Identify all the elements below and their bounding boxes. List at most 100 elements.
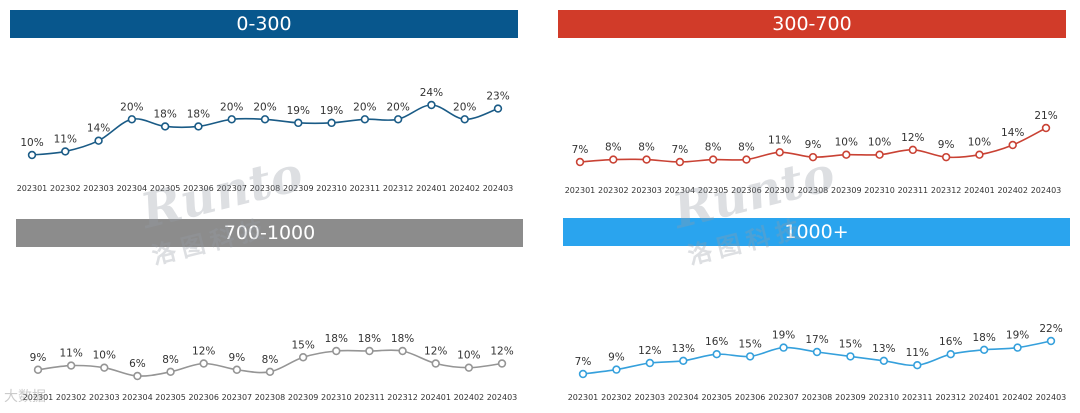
x-tick-label: 202305: [698, 186, 729, 195]
data-label: 9%: [938, 139, 955, 151]
data-point: [133, 371, 142, 381]
x-tick-label: 202310: [316, 184, 347, 193]
x-tick-label: 202402: [449, 184, 480, 193]
data-label: 18%: [187, 108, 210, 120]
data-label: 11%: [768, 134, 791, 146]
data-label: 12%: [638, 345, 661, 357]
x-tick-label: 202401: [420, 393, 451, 402]
x-tick-label: 202304: [122, 393, 153, 402]
data-label: 9%: [30, 352, 47, 364]
x-tick-label: 202303: [89, 393, 120, 402]
data-label: 16%: [705, 336, 728, 348]
data-label: 10%: [457, 350, 480, 362]
x-tick-label: 202304: [117, 184, 148, 193]
data-label: 8%: [262, 354, 279, 366]
x-tick-label: 202310: [864, 186, 895, 195]
data-label: 13%: [672, 343, 695, 355]
data-point: [27, 150, 37, 160]
data-point: [1013, 343, 1022, 352]
data-point: [645, 358, 655, 368]
chart-title-700-1000: 700-1000: [16, 219, 523, 247]
x-tick-label: 202309: [283, 184, 314, 193]
x-tick-label: 202402: [997, 186, 1028, 195]
x-tick-label: 202301: [17, 184, 48, 193]
x-tick-label: 202302: [56, 393, 87, 402]
x-tick-label: 202302: [601, 393, 632, 402]
data-label: 12%: [901, 132, 924, 144]
data-point: [979, 345, 989, 354]
data-label: 20%: [253, 101, 276, 113]
data-label: 7%: [575, 356, 592, 368]
data-point: [260, 115, 270, 124]
x-tick-label: 202306: [735, 393, 766, 402]
x-tick-label: 202311: [350, 184, 381, 193]
data-point: [298, 353, 308, 362]
data-point: [1041, 123, 1051, 133]
data-label: 15%: [738, 338, 761, 350]
data-label: 9%: [608, 352, 625, 364]
x-tick-label: 202304: [668, 393, 699, 402]
data-point: [166, 367, 175, 377]
data-label: 20%: [353, 101, 376, 113]
x-tick-label: 202311: [354, 393, 385, 402]
data-point: [1046, 336, 1056, 346]
data-label: 12%: [490, 346, 513, 358]
data-label: 20%: [453, 101, 476, 113]
data-point: [941, 152, 951, 162]
data-label: 8%: [162, 354, 179, 366]
data-point: [875, 150, 884, 159]
data-label: 16%: [939, 336, 962, 348]
x-tick-label: 202312: [387, 393, 418, 402]
line-chart-1000-plus: 7% 202301 9% 202302 12% 202303 13% 202304 16% 202…: [568, 323, 1067, 402]
data-point: [612, 365, 621, 374]
x-tick-label: 202304: [665, 186, 696, 195]
x-tick-label: 202303: [635, 393, 666, 402]
x-tick-label: 202403: [487, 393, 518, 402]
x-tick-label: 202301: [23, 393, 54, 402]
x-tick-label: 202301: [568, 393, 599, 402]
x-tick-label: 202307: [216, 184, 247, 193]
data-label: 15%: [839, 338, 862, 350]
data-point: [33, 365, 43, 374]
data-label: 10%: [20, 137, 43, 149]
data-label: 14%: [1001, 127, 1024, 139]
x-tick-label: 202403: [483, 184, 514, 193]
data-point: [232, 365, 242, 374]
data-label: 20%: [120, 101, 143, 113]
x-tick-label: 202308: [802, 393, 833, 402]
data-point: [908, 145, 918, 155]
data-label: 11%: [906, 347, 929, 359]
data-point: [842, 150, 851, 159]
data-point: [194, 122, 203, 131]
data-point: [66, 361, 76, 370]
data-label: 10%: [835, 137, 858, 149]
line-chart-0-300: 10% 202301 11% 202302 14% 202303 20% 202304 18% 2…: [17, 87, 514, 193]
data-label: 19%: [287, 105, 310, 117]
data-label: 18%: [153, 108, 176, 120]
data-label: 19%: [320, 105, 343, 117]
x-tick-label: 202403: [1036, 393, 1067, 402]
data-label: 9%: [805, 139, 822, 151]
data-label: 20%: [386, 101, 409, 113]
x-tick-label: 202309: [831, 186, 862, 195]
data-point: [609, 155, 618, 164]
x-tick-label: 202307: [768, 393, 799, 402]
x-tick-label: 202308: [250, 184, 281, 193]
data-point: [464, 363, 474, 372]
x-tick-label: 202401: [416, 184, 447, 193]
data-label: 24%: [420, 87, 443, 99]
data-point: [427, 100, 436, 110]
data-point: [61, 147, 70, 156]
data-label: 10%: [868, 137, 891, 149]
data-point: [460, 115, 469, 124]
line-chart-300-700: 7% 202301 8% 202302 8% 202303 7% 202304 8% 202305…: [565, 110, 1062, 195]
data-point: [708, 155, 718, 164]
data-point: [327, 118, 336, 128]
x-tick-label: 202301: [565, 186, 596, 195]
x-tick-label: 202312: [935, 393, 966, 402]
data-label: 15%: [291, 339, 314, 351]
x-tick-label: 202307: [764, 186, 795, 195]
data-point: [360, 115, 370, 124]
data-point: [675, 157, 685, 167]
x-tick-label: 202403: [1031, 186, 1062, 195]
